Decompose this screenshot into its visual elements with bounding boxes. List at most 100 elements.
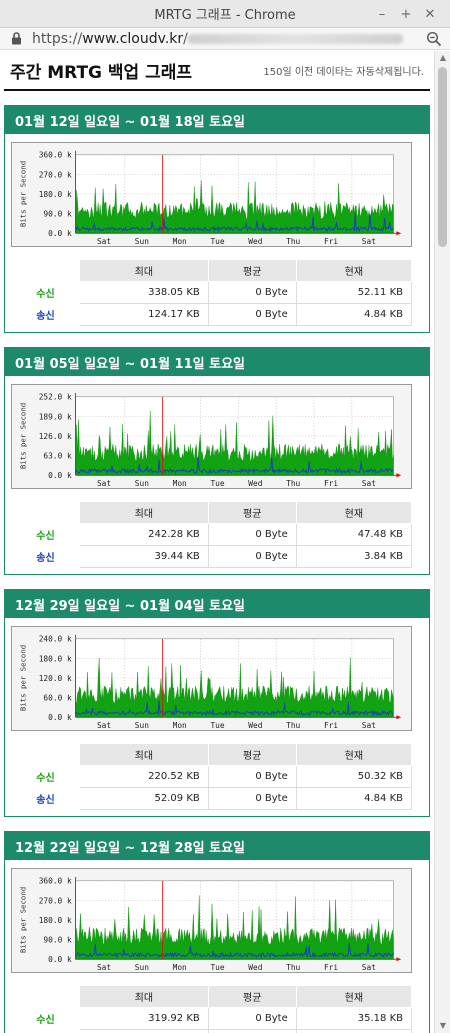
out-avg: 0 Byte — [207, 1029, 297, 1033]
x-tick-label: Tue — [210, 479, 224, 488]
inbound-traffic-area — [75, 895, 394, 960]
table-header-row: 최대 평균 현재 — [11, 259, 413, 282]
max-header: 최대 — [79, 985, 209, 1008]
blank-header — [11, 259, 80, 282]
traffic-stats-table: 최대 평균 현재 수신 338.05 KB 0 Byte 52.11 KB 송신… — [11, 259, 413, 326]
table-row: 수신 220.52 KB 0 Byte 50.32 KB — [11, 765, 413, 788]
url-path: / — [183, 30, 188, 47]
x-tick-label: Fri — [324, 721, 338, 730]
x-tick-label: Wed — [248, 721, 262, 730]
lock-icon[interactable] — [8, 31, 24, 47]
y-tick-label: 126.0 k — [39, 432, 72, 441]
x-tick-label: Sat — [362, 963, 376, 972]
x-tick-label: Tue — [210, 237, 224, 246]
page-title: 주간 MRTG 백업 그래프 — [10, 62, 193, 83]
section-title: 01월 05일 일요일 ~ 01월 11일 토요일 — [5, 348, 429, 376]
traffic-graph: Bits per Second 252.0 k 189.0 k 126.0 k 63.0… — [11, 384, 412, 489]
table-row: 송신 124.17 KB 0 Byte 4.84 KB — [11, 303, 413, 326]
table-header-row: 최대 평균 현재 — [11, 985, 413, 1008]
x-tick-label: Sun — [135, 963, 149, 972]
section-title: 01월 12일 일요일 ~ 01월 18일 토요일 — [5, 106, 429, 134]
out-cur: 4.84 KB — [295, 303, 413, 326]
in-cur: 35.18 KB — [295, 1007, 413, 1030]
url-text[interactable]: https://www.cloudv.kr/ — [32, 31, 426, 47]
close-icon[interactable]: ✕ — [424, 6, 436, 22]
blank-header — [11, 985, 80, 1008]
x-tick-label: Sat — [362, 479, 376, 488]
graph-wrap: Bits per Second 252.0 k 189.0 k 126.0 k 63.0… — [5, 376, 429, 489]
inbound-traffic-area — [75, 180, 394, 234]
cur-header: 현재 — [295, 259, 413, 282]
in-avg: 0 Byte — [207, 523, 297, 546]
y-tick-label: 180.0 k — [39, 654, 72, 663]
traffic-stats-table: 최대 평균 현재 수신 319.92 KB 0 Byte 35.18 KB 송신… — [11, 985, 413, 1033]
y-tick-label: 189.0 k — [39, 412, 72, 421]
url-domain: www.cloudv.kr — [82, 30, 184, 47]
section-title: 12월 22일 일요일 ~ 12월 28일 토요일 — [5, 832, 429, 860]
graph-wrap: Bits per Second 360.0 k 270.0 k 180.0 k 90.0… — [5, 134, 429, 247]
in-avg: 0 Byte — [207, 1007, 297, 1030]
y-tick-label: 252.0 k — [39, 393, 72, 402]
y-tick-label: 270.0 k — [39, 896, 72, 905]
outbound-traffic-line — [75, 213, 394, 233]
page-viewport: 주간 MRTG 백업 그래프 150일 이전 데이타는 자동삭제됩니다. 01월… — [0, 51, 434, 1033]
x-tick-label: Sun — [135, 479, 149, 488]
in-avg: 0 Byte — [207, 281, 297, 304]
page-header: 주간 MRTG 백업 그래프 150일 이전 데이타는 자동삭제됩니다. — [4, 51, 430, 91]
maximize-icon[interactable]: + — [400, 6, 412, 22]
retention-note: 150일 이전 데이타는 자동삭제됩니다. — [263, 66, 424, 78]
traffic-graph: Bits per Second 360.0 k 270.0 k 180.0 k 90.0… — [11, 868, 412, 973]
avg-header: 평균 — [207, 501, 297, 524]
scrollbar-thumb[interactable] — [438, 67, 447, 247]
x-tick-label: Thu — [286, 721, 300, 730]
out-max: 52.09 KB — [79, 787, 209, 810]
out-avg: 0 Byte — [207, 303, 297, 326]
x-tick-label: Thu — [286, 479, 300, 488]
x-tick-label: Fri — [324, 479, 338, 488]
window-title: MRTG 그래프 - Chrome — [154, 8, 296, 23]
vertical-scrollbar[interactable]: ▲ ▼ — [434, 51, 450, 1033]
x-tick-label: Fri — [324, 963, 338, 972]
minimize-icon[interactable]: – — [378, 6, 386, 22]
x-tick-label: Sat — [97, 237, 111, 246]
y-axis-label: Bits per Second — [19, 645, 28, 711]
y-axis-label: Bits per Second — [19, 161, 28, 227]
y-tick-label: 0.0 k — [48, 471, 72, 480]
in-cur: 47.48 KB — [295, 523, 413, 546]
out-max: 39.44 KB — [79, 545, 209, 568]
x-axis-arrow-icon — [396, 473, 402, 478]
address-bar[interactable]: https://www.cloudv.kr/ — [0, 28, 450, 50]
x-tick-label: Mon — [173, 479, 187, 488]
out-max: 124.17 KB — [79, 303, 209, 326]
table-row: 수신 319.92 KB 0 Byte 35.18 KB — [11, 1007, 413, 1030]
y-tick-label: 270.0 k — [39, 170, 72, 179]
outbound-traffic-line — [75, 700, 394, 717]
y-tick-label: 0.0 k — [48, 955, 72, 964]
weekly-graph-section: 12월 29일 일요일 ~ 01월 04일 토요일 Bits per Secon… — [4, 589, 430, 817]
weekly-graph-section: 01월 05일 일요일 ~ 01월 11일 토요일 Bits per Secon… — [4, 347, 430, 575]
table-row: 수신 242.28 KB 0 Byte 47.48 KB — [11, 523, 413, 546]
x-tick-label: Sat — [362, 237, 376, 246]
in-label: 수신 — [11, 281, 80, 304]
redacted-url-path — [187, 33, 403, 44]
cur-header: 현재 — [295, 501, 413, 524]
y-tick-label: 360.0 k — [39, 877, 72, 886]
graph-wrap: Bits per Second 240.0 k 180.0 k 120.0 k 60.0… — [5, 618, 429, 731]
y-tick-label: 120.0 k — [39, 674, 72, 683]
avg-header: 평균 — [207, 743, 297, 766]
zoom-out-icon[interactable] — [426, 31, 442, 47]
scroll-down-icon[interactable]: ▼ — [439, 1021, 447, 1030]
traffic-graph: Bits per Second 240.0 k 180.0 k 120.0 k 60.0… — [11, 626, 412, 731]
inbound-traffic-area — [75, 410, 394, 476]
x-tick-label: Sun — [135, 721, 149, 730]
avg-header: 평균 — [207, 985, 297, 1008]
table-row: 송신 39.44 KB 0 Byte 3.84 KB — [11, 545, 413, 568]
y-tick-label: 180.0 k — [39, 190, 72, 199]
url-scheme: https:// — [32, 30, 83, 47]
scroll-up-icon[interactable]: ▲ — [439, 53, 447, 62]
in-avg: 0 Byte — [207, 765, 297, 788]
out-label: 송신 — [11, 787, 80, 810]
out-label: 송신 — [11, 303, 80, 326]
x-tick-label: Wed — [248, 479, 262, 488]
out-max: 176.34 KB — [79, 1029, 209, 1033]
